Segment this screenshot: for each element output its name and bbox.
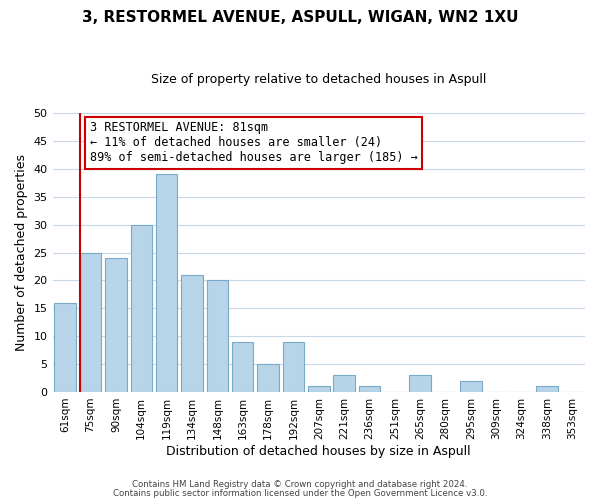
Text: 3, RESTORMEL AVENUE, ASPULL, WIGAN, WN2 1XU: 3, RESTORMEL AVENUE, ASPULL, WIGAN, WN2 … xyxy=(82,10,518,25)
Bar xyxy=(308,386,329,392)
Title: Size of property relative to detached houses in Aspull: Size of property relative to detached ho… xyxy=(151,72,487,86)
Bar xyxy=(181,275,203,392)
Bar xyxy=(55,302,76,392)
Text: Contains HM Land Registry data © Crown copyright and database right 2024.: Contains HM Land Registry data © Crown c… xyxy=(132,480,468,489)
Bar xyxy=(359,386,380,392)
Bar xyxy=(257,364,279,392)
X-axis label: Distribution of detached houses by size in Aspull: Distribution of detached houses by size … xyxy=(166,444,471,458)
Bar xyxy=(409,375,431,392)
Y-axis label: Number of detached properties: Number of detached properties xyxy=(15,154,28,351)
Bar xyxy=(206,280,228,392)
Bar xyxy=(460,381,482,392)
Bar xyxy=(131,224,152,392)
Bar xyxy=(80,252,101,392)
Text: Contains public sector information licensed under the Open Government Licence v3: Contains public sector information licen… xyxy=(113,490,487,498)
Bar xyxy=(283,342,304,392)
Bar xyxy=(232,342,253,392)
Text: 3 RESTORMEL AVENUE: 81sqm
← 11% of detached houses are smaller (24)
89% of semi-: 3 RESTORMEL AVENUE: 81sqm ← 11% of detac… xyxy=(90,122,418,164)
Bar xyxy=(105,258,127,392)
Bar xyxy=(334,375,355,392)
Bar xyxy=(536,386,558,392)
Bar xyxy=(156,174,178,392)
